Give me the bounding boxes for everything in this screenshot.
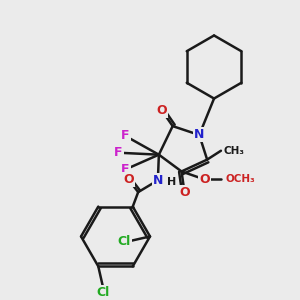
Text: N: N	[153, 174, 163, 187]
Text: O: O	[179, 186, 190, 199]
Text: O: O	[157, 104, 167, 117]
Text: F: F	[121, 130, 130, 142]
Text: Cl: Cl	[118, 235, 131, 248]
Text: Cl: Cl	[97, 286, 110, 299]
Text: O: O	[123, 173, 134, 186]
Text: O: O	[199, 173, 209, 186]
Text: H: H	[167, 177, 176, 187]
Text: CH₃: CH₃	[224, 146, 245, 156]
Text: OCH₃: OCH₃	[226, 174, 256, 184]
Text: F: F	[121, 163, 130, 176]
Text: F: F	[114, 146, 123, 159]
Text: N: N	[194, 128, 204, 142]
